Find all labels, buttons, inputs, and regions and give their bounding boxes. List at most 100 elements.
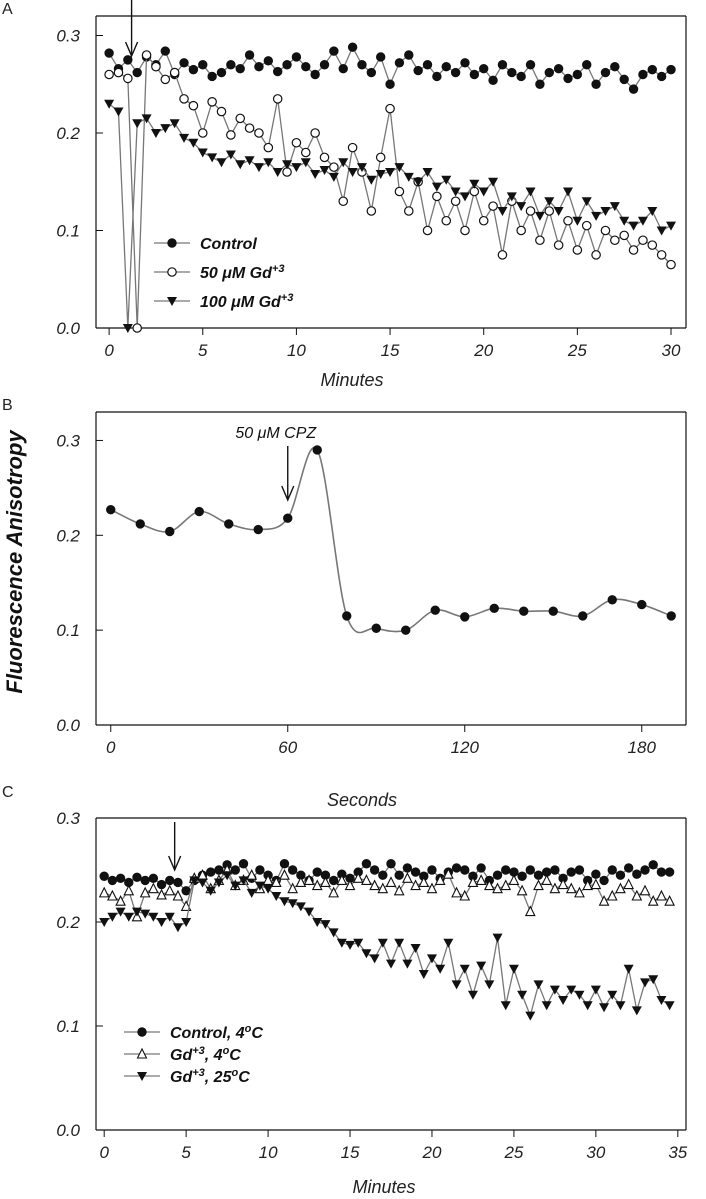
arrow-head (168, 855, 182, 872)
data-point (312, 867, 322, 877)
legend-marker (167, 297, 177, 306)
data-point (581, 197, 592, 207)
legend-marker (167, 238, 177, 248)
data-point (393, 884, 405, 896)
data-point (263, 56, 274, 66)
data-point (484, 980, 495, 990)
series-line (110, 446, 672, 634)
series-3 (104, 99, 677, 333)
data-point (450, 196, 461, 207)
data-point (637, 599, 647, 610)
data-point (230, 865, 241, 875)
data-point (541, 874, 553, 885)
data-point (132, 67, 142, 78)
data-point (132, 323, 143, 333)
data-point (188, 100, 199, 111)
data-point (607, 595, 617, 605)
data-point (207, 71, 217, 82)
data-point (338, 158, 349, 168)
y-tick-label: 0.3 (56, 809, 80, 828)
x-tick-label: 180 (628, 738, 657, 757)
data-point (272, 168, 283, 177)
data-point (254, 128, 264, 138)
data-point (516, 71, 526, 82)
data-point (172, 889, 184, 901)
x-axis-label: Minutes (320, 370, 383, 390)
data-point (347, 142, 358, 153)
data-point (441, 61, 451, 72)
data-point (469, 179, 480, 189)
data-point (377, 938, 388, 948)
data-point (246, 888, 257, 898)
legend-label: 50 μM Gd+3 (200, 263, 284, 282)
series-1 (106, 445, 676, 635)
data-point (647, 240, 658, 250)
data-point (591, 79, 601, 89)
data-point (572, 245, 583, 255)
data-point (160, 74, 171, 85)
data-point (347, 42, 358, 52)
y-tick-label: 0.1 (56, 1017, 80, 1036)
data-point (403, 206, 414, 216)
data-point (581, 220, 592, 231)
y-tick-label: 0.2 (56, 913, 80, 932)
data-point (631, 889, 643, 901)
data-point (291, 163, 302, 173)
data-point (225, 150, 236, 160)
data-point (169, 119, 180, 129)
data-point (141, 50, 152, 60)
data-point (344, 879, 356, 891)
data-point (478, 215, 489, 226)
data-point (656, 889, 667, 901)
data-point (516, 884, 528, 896)
data-point (366, 175, 377, 185)
data-point (369, 865, 380, 875)
y-tick-label: 0.1 (56, 222, 80, 241)
data-point (426, 882, 438, 894)
y-tick-label: 0.0 (56, 716, 80, 735)
data-point (666, 221, 677, 231)
data-point (666, 64, 676, 75)
data-point (656, 996, 667, 1005)
data-point (460, 612, 470, 622)
data-point (525, 206, 536, 216)
data-point (600, 67, 611, 78)
data-point (640, 865, 650, 875)
data-point (443, 938, 454, 948)
x-axis-label: Minutes (352, 1177, 415, 1197)
data-point (656, 226, 667, 236)
data-point (188, 138, 199, 148)
data-point (623, 863, 634, 873)
x-tick-label: 0 (104, 341, 114, 360)
annotation-label: 50 μM CPZ (235, 425, 317, 442)
data-point (492, 933, 503, 943)
data-point (356, 163, 367, 173)
data-point (253, 524, 263, 535)
data-point (422, 60, 433, 70)
data-point (262, 874, 274, 885)
data-point (525, 865, 536, 875)
data-point (610, 235, 620, 246)
data-point (272, 94, 283, 104)
data-point (206, 867, 216, 877)
data-point (172, 923, 183, 933)
data-point (610, 61, 620, 72)
data-point (506, 192, 517, 202)
data-point (615, 882, 626, 894)
data-point (548, 606, 558, 616)
data-point (647, 894, 659, 906)
data-point (279, 868, 290, 880)
x-tick-label: 5 (181, 1143, 191, 1162)
data-point (516, 202, 527, 212)
arrow-head (124, 41, 139, 58)
data-point (378, 870, 388, 880)
series-1 (104, 42, 676, 94)
data-point (460, 225, 470, 236)
data-point (165, 526, 175, 537)
y-tick-label: 0.2 (56, 526, 80, 545)
data-point (342, 611, 352, 621)
data-point (394, 163, 405, 173)
data-point (385, 79, 395, 89)
data-point (638, 235, 648, 246)
data-point (413, 65, 423, 76)
